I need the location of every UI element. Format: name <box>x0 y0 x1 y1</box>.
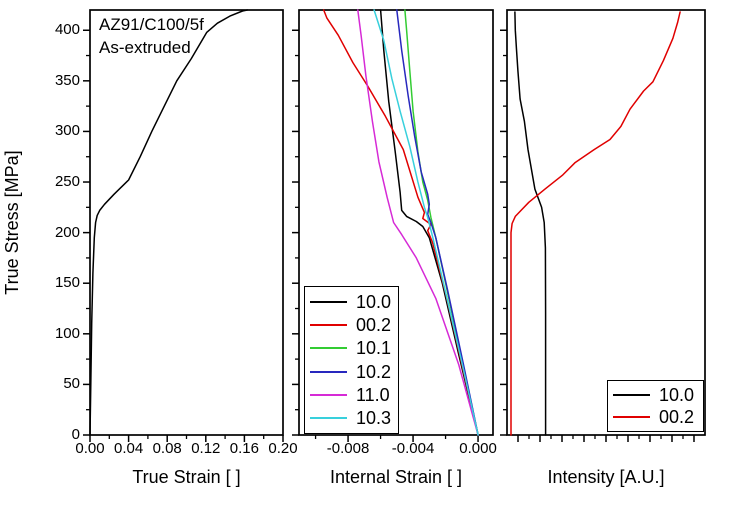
legend-label: 10.2 <box>356 361 392 382</box>
series-line-11.0 <box>357 9 479 436</box>
panel-frame <box>298 9 494 436</box>
series-line-10.0 <box>514 11 547 436</box>
series-line-00.2 <box>322 9 479 436</box>
legend-label: 10.0 <box>659 385 695 405</box>
legend-label: 11.0 <box>356 384 390 405</box>
legend-item: 10.3 <box>310 409 393 427</box>
legend-item: 00.2 <box>613 408 698 426</box>
annotation-line1: AZ91/C100/5f <box>99 15 204 34</box>
y-tick-label: 100 <box>54 324 80 342</box>
y-tick-label: 250 <box>54 173 80 191</box>
legend-item: 10.2 <box>310 363 393 381</box>
y-tick-label: 400 <box>54 21 80 39</box>
legend-line-swatch <box>613 394 650 396</box>
x-tick-label: 0.00 <box>75 440 105 457</box>
legend-item: 10.0 <box>310 293 393 311</box>
y-axis-title: True Stress [MPa] <box>2 150 22 295</box>
legend-line-swatch <box>613 416 650 418</box>
x-axis-title-panel3: Intensity [A.U.] <box>547 467 665 487</box>
x-axis-title-panel1: True Strain [ ] <box>132 467 241 487</box>
x-tick-label: 0.20 <box>268 440 298 457</box>
x-tick-label: 0.12 <box>191 440 221 457</box>
y-tick-label: 50 <box>63 375 80 393</box>
legend-line-swatch <box>310 347 347 350</box>
legend-item: 10.0 <box>613 386 698 404</box>
legend-line-swatch <box>310 417 347 420</box>
x-tick-label: 0.04 <box>113 440 144 457</box>
series-line-10.1 <box>404 9 479 436</box>
legend-line-swatch <box>310 300 347 303</box>
legend-right-panel: 10.0 00.2 <box>607 380 704 432</box>
legend-item: 10.1 <box>310 339 393 357</box>
legend-line-swatch <box>310 393 347 396</box>
y-tick-label: 200 <box>54 223 80 241</box>
legend-label: 10.3 <box>356 408 392 429</box>
y-tick-label: 300 <box>54 122 80 140</box>
panel-frame <box>506 9 706 436</box>
legend-label: 10.1 <box>356 338 392 359</box>
legend-line-swatch <box>310 323 347 326</box>
legend-line-swatch <box>310 370 347 373</box>
legend-middle-panel: 10.0 00.2 10.1 10.2 11.0 10.3 <box>304 286 399 434</box>
legend-item: 00.2 <box>310 316 393 334</box>
x-tick-label: 0.000 <box>459 440 497 457</box>
x-tick-label: 0.08 <box>152 440 182 457</box>
legend-label: 00.2 <box>659 407 695 427</box>
series-line-stress-strain <box>89 9 249 436</box>
x-tick-label: -0.004 <box>391 440 435 457</box>
legend-item: 11.0 <box>310 386 393 404</box>
series-line-10.2 <box>396 9 479 436</box>
y-tick-label: 0 <box>71 426 80 443</box>
legend-label: 10.0 <box>356 291 392 312</box>
legend-label: 00.2 <box>356 314 392 335</box>
x-tick-label: -0.008 <box>326 440 370 457</box>
y-tick-label: 150 <box>54 274 80 292</box>
panel-frame <box>89 9 284 436</box>
panel1-annotation: AZ91/C100/5f As-extruded <box>99 13 204 59</box>
x-axis-title-panel2: Internal Strain [ ] <box>329 467 463 487</box>
y-tick-label: 350 <box>54 71 80 89</box>
series-line-00.2 <box>510 11 681 436</box>
annotation-line2: As-extruded <box>99 38 191 57</box>
series-line-10.3 <box>373 9 479 436</box>
x-tick-label: 0.16 <box>229 440 259 457</box>
